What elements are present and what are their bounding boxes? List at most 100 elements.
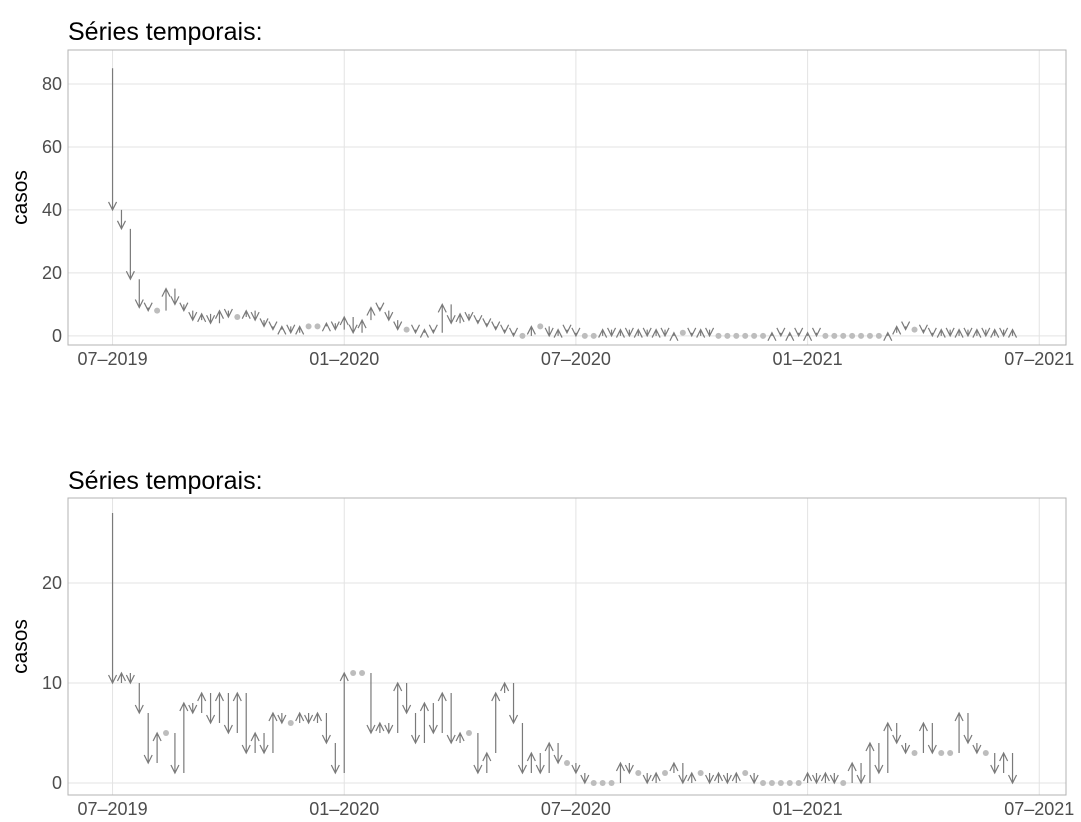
change-arrow <box>892 325 902 335</box>
no-change-dot <box>564 760 570 766</box>
no-change-dot <box>733 332 740 339</box>
no-change-dot <box>608 780 615 786</box>
change-arrow <box>339 671 349 773</box>
change-arrow <box>375 302 385 313</box>
y-tick-label: 40 <box>42 200 62 220</box>
change-arrow <box>491 691 501 753</box>
change-arrow <box>918 721 928 753</box>
change-arrow <box>883 721 893 773</box>
change-arrow <box>473 315 483 325</box>
change-arrow <box>232 691 242 733</box>
change-arrow <box>428 324 438 335</box>
no-change-dot <box>599 780 606 786</box>
change-arrow <box>660 327 670 338</box>
change-arrow <box>170 733 180 775</box>
x-tick-label: 01–2020 <box>309 349 379 369</box>
no-change-dot <box>786 780 793 786</box>
change-arrow <box>170 288 180 306</box>
no-change-dot <box>751 332 758 339</box>
y-tick-label: 80 <box>42 74 62 94</box>
no-change-dot <box>938 750 945 756</box>
change-arrow <box>330 743 340 775</box>
change-arrow <box>811 773 822 785</box>
panel-border <box>67 497 1067 796</box>
change-arrow <box>749 773 759 785</box>
change-arrow <box>553 743 563 765</box>
change-arrow <box>803 771 813 783</box>
change-arrow <box>651 328 661 338</box>
change-arrow <box>615 328 626 338</box>
y-tick-label: 10 <box>42 673 62 693</box>
change-arrow <box>223 308 233 319</box>
x-tick-label: 01–2021 <box>773 349 843 369</box>
change-arrow <box>811 327 822 338</box>
change-arrow <box>161 287 171 311</box>
x-tick-label: 07–2021 <box>1004 799 1074 819</box>
change-arrow <box>295 325 305 335</box>
change-arrow <box>678 763 688 785</box>
change-arrow <box>553 328 563 338</box>
no-change-dot <box>840 332 847 339</box>
no-change-dot <box>350 670 357 676</box>
change-arrow <box>624 763 634 775</box>
change-arrow <box>901 743 911 755</box>
x-tick-label: 07–2019 <box>78 799 148 819</box>
change-arrow <box>500 324 510 335</box>
no-change-dot <box>777 780 784 786</box>
no-change-dot <box>519 332 526 339</box>
change-arrow <box>250 731 260 753</box>
change-arrow <box>268 711 278 753</box>
no-change-dot <box>742 770 749 776</box>
change-arrow <box>134 683 144 715</box>
change-arrow <box>143 713 153 765</box>
change-arrow <box>402 683 412 715</box>
no-change-dot <box>715 332 722 339</box>
change-arrow <box>767 331 777 341</box>
change-arrow <box>954 328 964 338</box>
change-arrow <box>482 751 492 773</box>
change-arrow <box>999 751 1009 773</box>
x-tick-label: 01–2020 <box>309 799 379 819</box>
panel: Séries temporais: casos 0 20 40 60 80 07–2019 01… <box>9 18 1074 369</box>
change-arrow <box>259 318 269 328</box>
change-arrow <box>936 328 946 338</box>
change-arrow <box>615 761 626 783</box>
no-change-dot <box>760 780 767 786</box>
change-arrow <box>393 681 403 733</box>
no-change-dot <box>154 307 161 314</box>
change-arrow <box>286 324 296 335</box>
x-tick-label: 07–2020 <box>541 349 611 369</box>
x-tick-label: 01–2021 <box>773 799 843 819</box>
change-arrow <box>134 279 144 309</box>
change-arrow <box>580 773 590 785</box>
no-change-dot <box>947 750 954 756</box>
change-arrow <box>794 327 804 338</box>
panel: Séries temporais: casos 0 10 20 07–2019 01–202… <box>9 467 1074 819</box>
x-tick-label: 07–2020 <box>541 799 611 819</box>
change-arrow <box>883 331 893 341</box>
no-change-dot <box>314 323 321 330</box>
y-tick-label: 20 <box>42 263 62 283</box>
change-arrow <box>473 733 483 775</box>
change-arrow <box>214 691 225 723</box>
change-arrow <box>206 313 216 325</box>
change-arrow <box>535 753 545 775</box>
no-change-dot <box>679 329 686 336</box>
no-change-dot <box>822 332 829 339</box>
change-arrow <box>972 328 982 338</box>
change-arrow <box>312 711 323 723</box>
change-arrow <box>981 327 991 338</box>
no-change-dot <box>403 326 410 333</box>
no-change-dot <box>635 770 642 776</box>
no-change-dot <box>795 780 802 786</box>
change-arrow <box>241 693 251 755</box>
change-arrow <box>410 713 421 745</box>
change-arrow <box>642 327 652 338</box>
change-arrow <box>508 327 519 338</box>
change-arrow <box>1008 753 1018 785</box>
change-arrow <box>598 328 608 338</box>
change-arrow <box>696 328 706 338</box>
change-arrow <box>642 773 652 785</box>
chart-title: Séries temporais: <box>68 18 263 46</box>
change-arrow <box>384 310 394 322</box>
